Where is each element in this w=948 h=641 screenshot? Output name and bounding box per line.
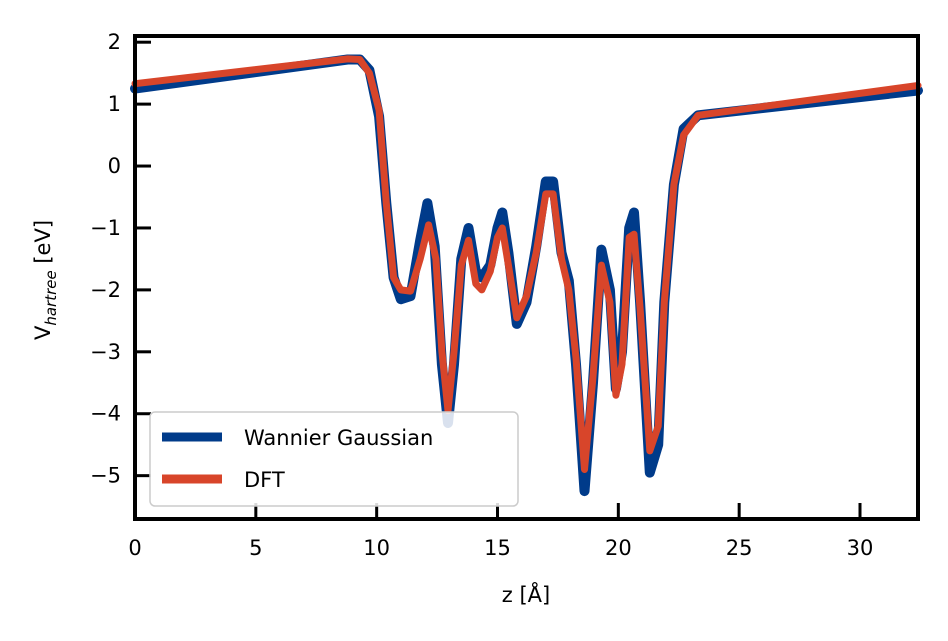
x-tick-label: 20 xyxy=(605,536,632,560)
legend: Wannier Gaussian DFT xyxy=(149,411,519,507)
y-axis-label-subscript: hartree xyxy=(42,270,60,325)
x-tick-label: 15 xyxy=(484,536,511,560)
x-tick-label: 5 xyxy=(249,536,262,560)
y-axis-label-unit: [eV] xyxy=(31,220,55,270)
y-tick-label: −5 xyxy=(90,464,121,488)
y-axis-label-main: V xyxy=(31,325,55,340)
y-tick-label: −3 xyxy=(90,340,121,364)
x-axis-label: z [Å] xyxy=(502,581,550,607)
legend-label-wannier-gaussian: Wannier Gaussian xyxy=(244,426,433,450)
y-tick-label: −1 xyxy=(90,216,121,240)
y-axis-label: Vhartree [eV] xyxy=(31,220,60,340)
plot-frame xyxy=(133,34,920,521)
y-tick-label: 2 xyxy=(108,30,121,54)
x-tick-label: 10 xyxy=(363,536,390,560)
y-tick-label: 0 xyxy=(108,154,121,178)
x-tick-label: 0 xyxy=(128,536,141,560)
x-axis-ticks: 0 5 10 15 20 25 30 xyxy=(128,503,873,560)
y-tick-label: −4 xyxy=(90,402,121,426)
y-tick-label: 1 xyxy=(108,92,121,116)
series-layer xyxy=(130,54,923,497)
legend-box xyxy=(149,411,519,507)
y-tick-label: −2 xyxy=(90,278,121,302)
x-tick-label: 30 xyxy=(847,536,874,560)
x-tick-label: 25 xyxy=(726,536,753,560)
series-line-dft xyxy=(131,55,922,473)
y-axis-ticks: 2 1 0 −1 −2 −3 −4 −5 xyxy=(90,30,151,488)
legend-label-dft: DFT xyxy=(244,468,285,492)
